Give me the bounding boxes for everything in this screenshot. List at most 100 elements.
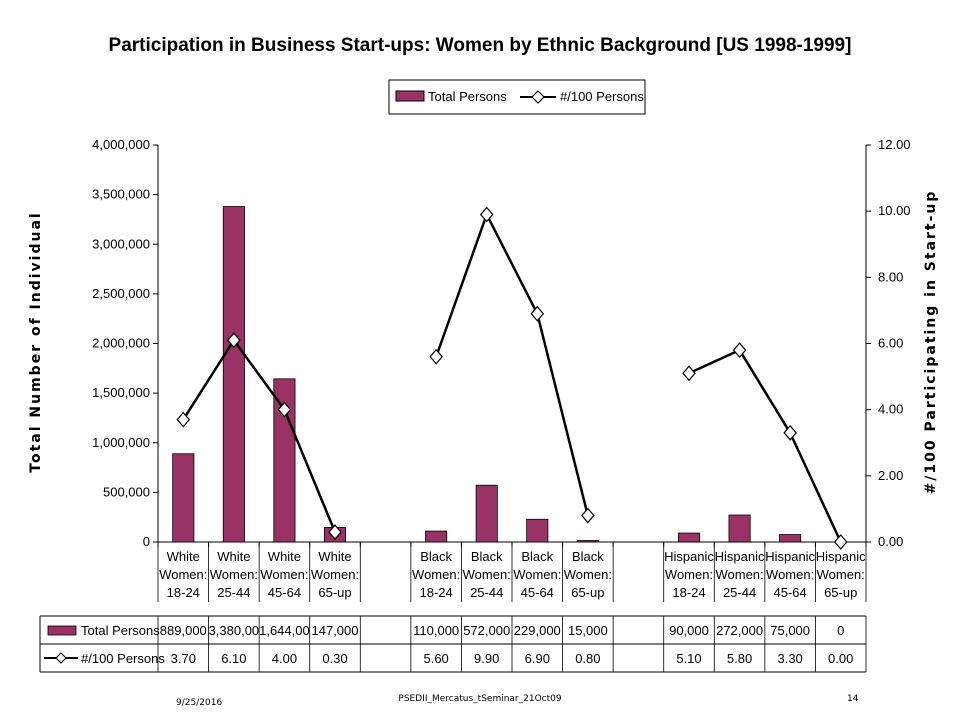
x-tick-label: 18-24	[167, 585, 200, 600]
x-tick-label: 18-24	[420, 585, 453, 600]
x-tick-label: Women:	[817, 567, 865, 582]
y-tick-label: 2,500,000	[92, 286, 150, 301]
table-cell: 3.30	[777, 651, 802, 666]
table-cell: 75,000	[770, 623, 810, 638]
x-tick-label: 65-up	[571, 585, 604, 600]
x-tick-label: 45-64	[521, 585, 554, 600]
x-tick-label: Women:	[513, 567, 561, 582]
table-cell: 3.70	[171, 651, 196, 666]
footer-date: 9/25/2016	[176, 698, 222, 708]
y-tick-label: 1,000,000	[92, 435, 150, 450]
legend-bar-swatch	[395, 90, 425, 102]
line-point	[328, 524, 342, 540]
x-tick-label: 65-up	[318, 585, 351, 600]
line-point	[682, 365, 696, 382]
table-cell: 90,000	[669, 623, 709, 638]
table-cell: 4.00	[272, 651, 297, 666]
y2-tick-label: 8.00	[878, 269, 903, 284]
table-cell: 9.90	[474, 651, 499, 666]
x-tick-label: Black	[420, 549, 452, 564]
x-tick-label: Women:	[210, 567, 258, 582]
table-cell: 572,000	[463, 623, 510, 638]
legend-bar-label: Total Persons	[428, 89, 507, 104]
table-row-header: #/100 Persons	[81, 651, 165, 666]
legend: Total Persons #/100 Persons	[388, 79, 646, 115]
table-cell: 1,644,00	[259, 623, 310, 638]
bar	[779, 534, 802, 543]
line-point	[783, 424, 797, 441]
x-tick-label: White	[268, 549, 301, 564]
y-tick-label: 2,000,000	[92, 336, 150, 351]
chart-title: Participation in Business Start-ups: Wom…	[109, 35, 852, 56]
table-cell: 889,000	[160, 623, 207, 638]
x-tick-label: White	[217, 549, 250, 564]
x-tick-label: Women:	[715, 567, 763, 582]
line-point	[429, 348, 443, 365]
x-tick-label: Women:	[463, 567, 511, 582]
table-bar-swatch	[47, 625, 77, 636]
bar	[172, 453, 195, 543]
line-point	[227, 332, 241, 349]
footer-source: PSEDII_Mercatus_tSeminar_21Oct09	[398, 694, 561, 704]
y2-tick-label: 4.00	[878, 402, 903, 417]
y2-tick-label: 12.00	[878, 137, 911, 152]
y2-axis-title: #/100 Participating in Start-up	[923, 190, 939, 495]
y2-tick-label: 6.00	[878, 336, 903, 351]
table-cell: 0.00	[828, 651, 853, 666]
table-cell: 229,000	[514, 623, 561, 638]
x-tick-label: Black	[521, 549, 553, 564]
x-tick-label: Women:	[311, 567, 359, 582]
x-tick-label: 18-24	[672, 585, 705, 600]
series-line	[434, 211, 590, 516]
x-tick-label: Women:	[665, 567, 713, 582]
x-tick-label: White	[318, 549, 351, 564]
x-tick-label: 25-44	[217, 585, 250, 600]
x-tick-label: Women:	[159, 567, 207, 582]
table-cell: 110,000	[413, 623, 459, 638]
line-point	[732, 342, 747, 359]
line-point	[277, 401, 292, 418]
bar	[728, 514, 751, 543]
table-row-header: Total Persons	[81, 623, 160, 638]
line-point	[833, 534, 848, 550]
x-tick-label: 25-44	[470, 585, 503, 600]
table-cell: 0	[837, 623, 844, 638]
x-tick-label: 25-44	[723, 585, 756, 600]
x-tick-label: 65-up	[824, 585, 857, 600]
bar	[526, 518, 549, 543]
x-tick-label: Women:	[766, 567, 814, 582]
y-tick-label: 0	[143, 534, 150, 549]
x-tick-label: Hispanic	[664, 549, 714, 564]
y-tick-label: 3,000,000	[92, 236, 150, 251]
bar	[475, 484, 498, 543]
table-cell: 0.30	[322, 651, 347, 666]
x-tick-label: Women:	[564, 567, 612, 582]
line-point	[176, 411, 191, 428]
bar	[425, 530, 448, 543]
line-point	[530, 305, 545, 322]
y2-tick-label: 0.00	[878, 534, 903, 549]
series-line	[182, 337, 337, 533]
legend-line-label: #/100 Persons	[560, 89, 644, 104]
line-point	[581, 507, 595, 524]
y-tick-label: 500,000	[103, 484, 150, 499]
x-tick-label: 45-64	[774, 585, 807, 600]
y2-tick-label: 2.00	[878, 468, 903, 483]
line-point	[479, 206, 494, 223]
table-cell: 3,380,00	[209, 623, 260, 638]
footer: 9/25/2016 PSEDII_Mercatus_tSeminar_21Oct…	[176, 694, 859, 708]
table-cell: 6.90	[525, 651, 550, 666]
table-cell: 147,000	[312, 623, 359, 638]
x-tick-label: 45-64	[268, 585, 301, 600]
table-cell: 272,000	[716, 623, 763, 638]
y-axis-title: Total Number of Individual	[28, 211, 44, 472]
y-tick-label: 1,500,000	[92, 385, 150, 400]
x-tick-label: White	[167, 549, 200, 564]
x-tick-label: Women:	[412, 567, 460, 582]
y-tick-label: 4,000,000	[92, 137, 150, 152]
table-cell: 5.80	[727, 651, 752, 666]
x-tick-label: Black	[572, 549, 604, 564]
table-cell: 5.60	[423, 651, 448, 666]
x-tick-label: Women:	[260, 567, 308, 582]
